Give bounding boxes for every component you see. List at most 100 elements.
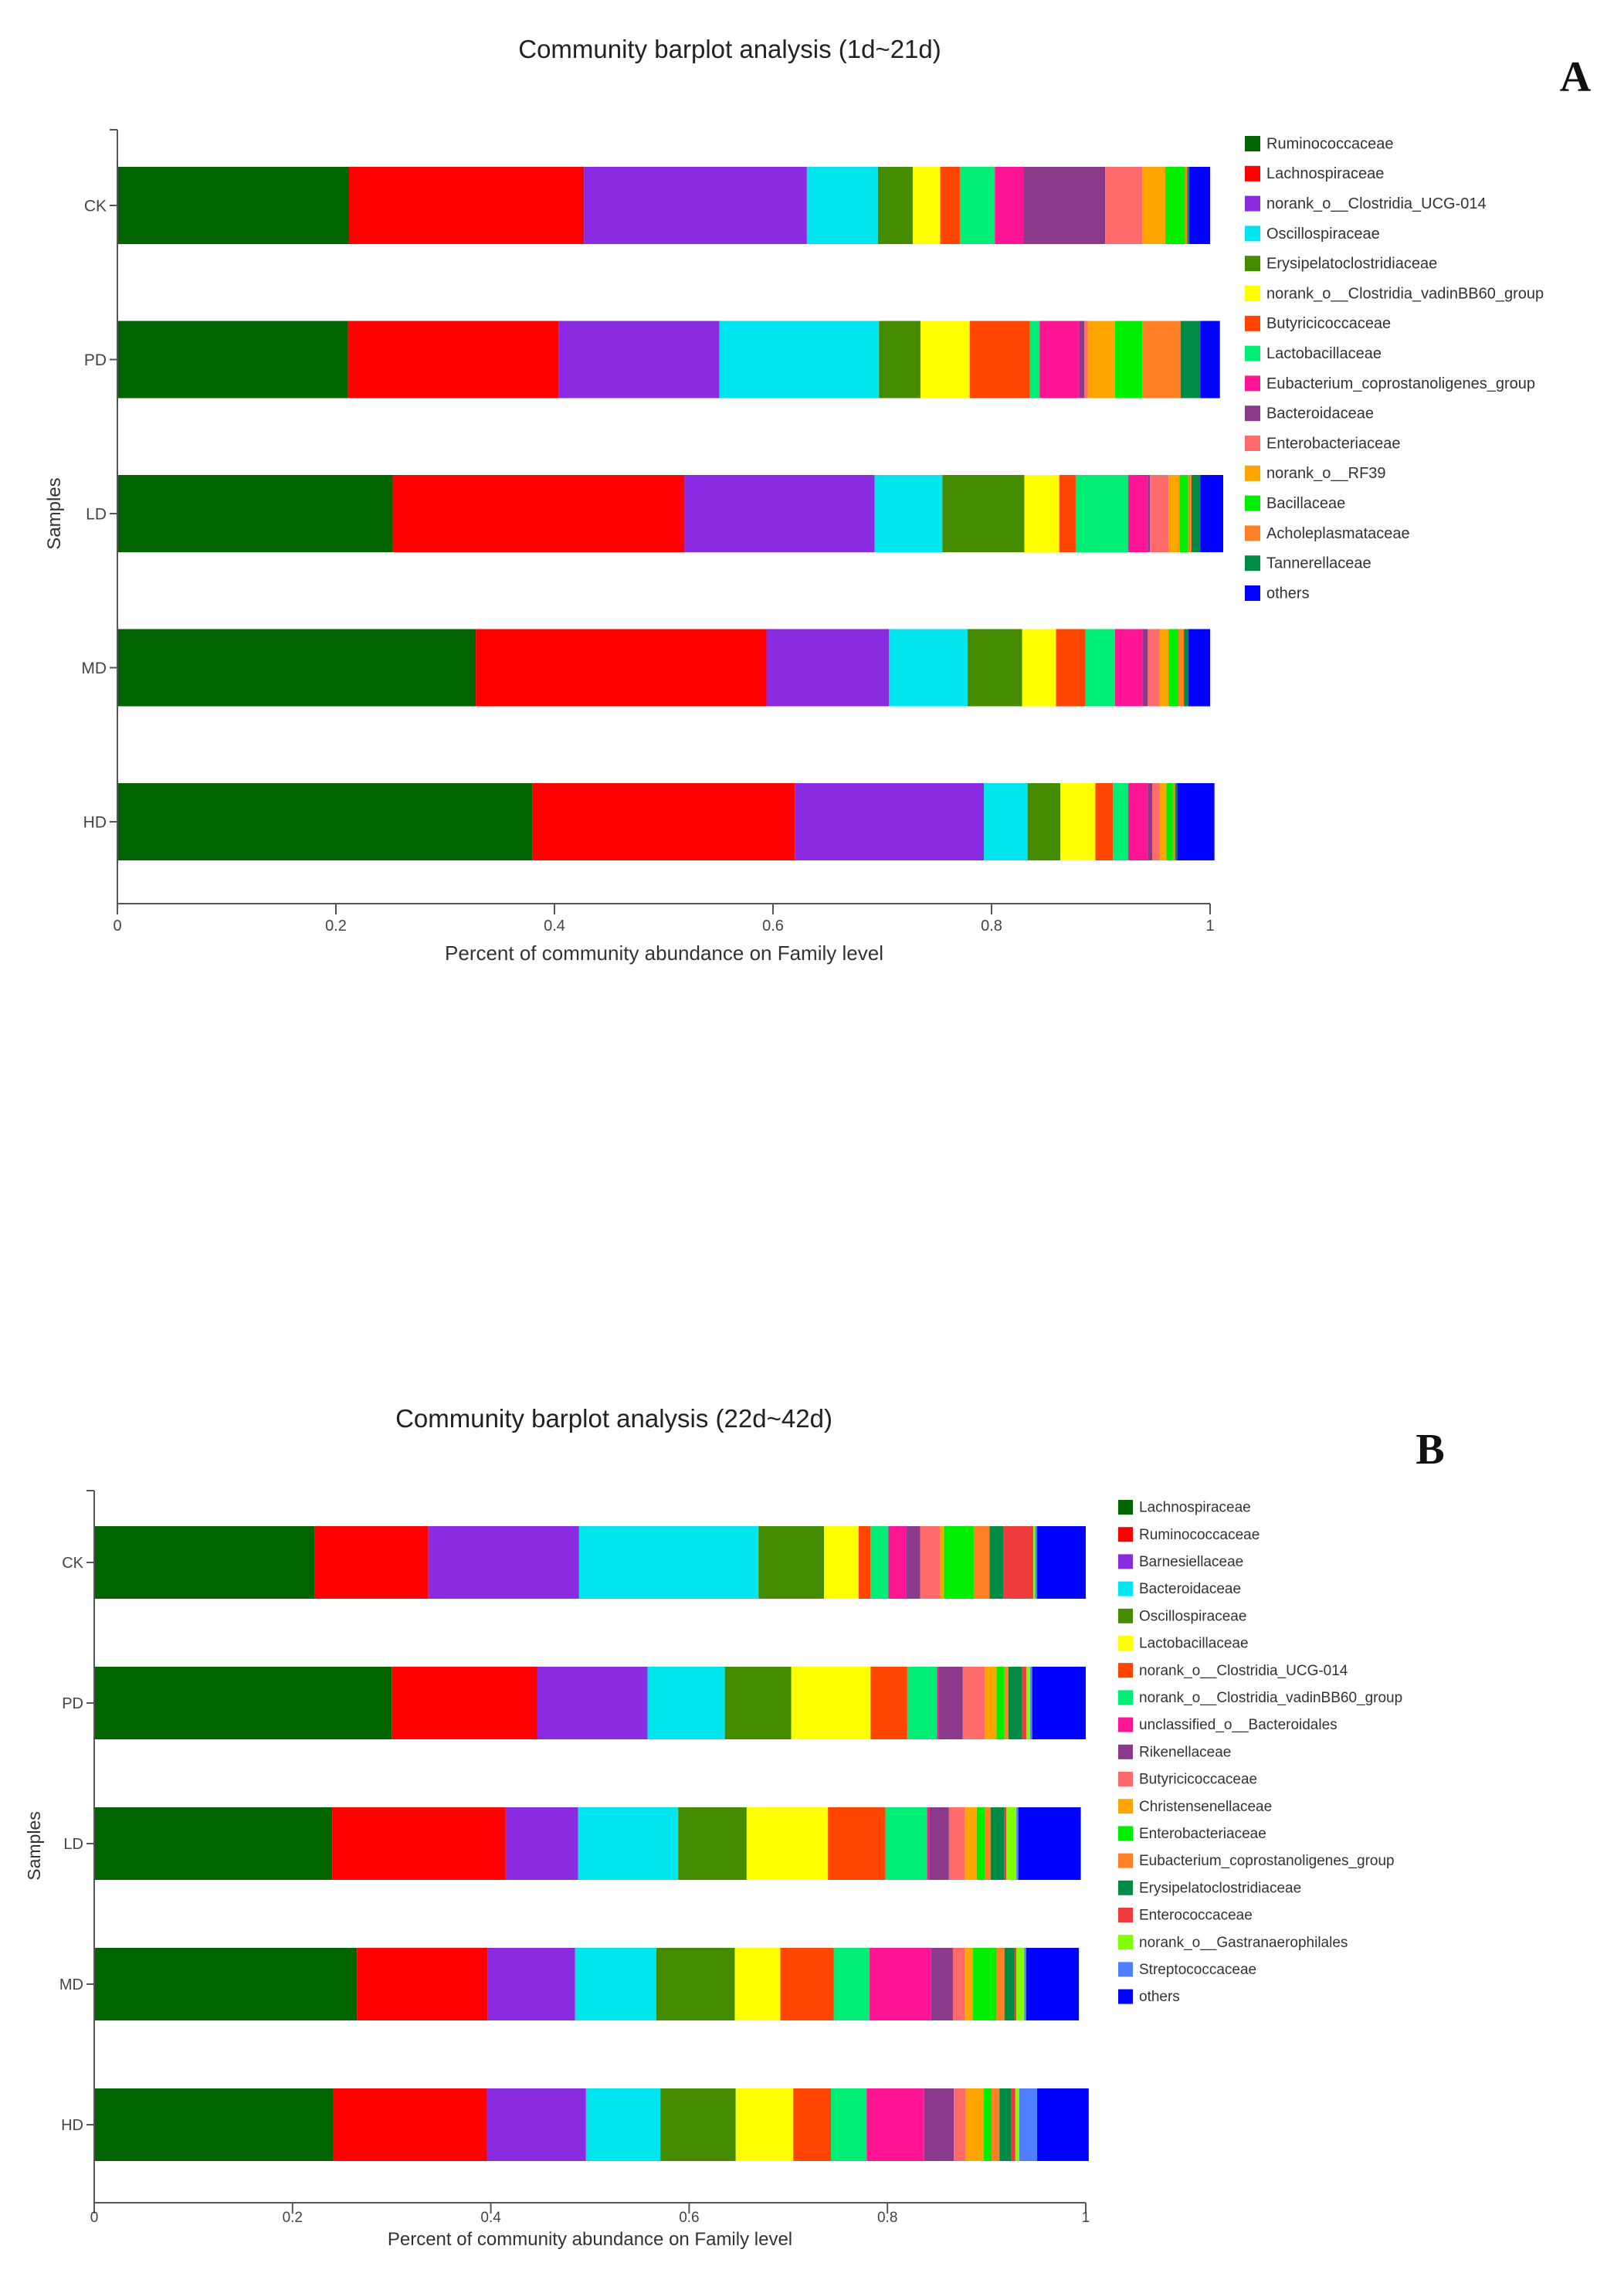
bar-segment-pd-12: [996, 1667, 1005, 1739]
bar-segment-ck-10: [1105, 167, 1143, 244]
bar-segment-ld-12: [1179, 475, 1188, 552]
bar-segment-ld-12: [976, 1807, 985, 1880]
panel-a: Community barplot analysis (1d~21d) A CK PD…: [44, 35, 1592, 965]
x-tick-label: 0: [113, 918, 121, 935]
bar-segment-pd-2: [558, 321, 720, 399]
bar-segment-hd-15: [1177, 783, 1215, 860]
legend-swatch: [1118, 1989, 1133, 2004]
bar-segment-md-3: [888, 629, 968, 707]
bar-segment-md-7: [1085, 629, 1115, 707]
bar-segment-md-10: [952, 1948, 965, 2020]
bar-segment-md-4: [967, 629, 1022, 707]
bar-segment-pd-9: [1079, 321, 1085, 399]
legend-label: Lachnospiraceae: [1139, 1500, 1251, 1516]
bar-segment-pd-11: [1087, 321, 1115, 399]
bar-segment-pd-2: [537, 1667, 648, 1739]
bar-segment-md-12: [972, 1948, 997, 2020]
x-tick-label: 0.6: [679, 2210, 699, 2226]
bar-segment-md-14: [1004, 1948, 1015, 2020]
legend-label: Enterobacteriaceae: [1266, 435, 1400, 452]
bar-segment-ld-4: [942, 475, 1025, 552]
bar-segment-hd-3: [585, 2088, 661, 2161]
bar-segment-ck-7: [959, 167, 995, 244]
bar-segment-hd-10: [954, 2088, 966, 2161]
x-tick-label: 0.2: [283, 2210, 303, 2226]
y-tick-label: CK: [84, 198, 107, 215]
bar-segment-md-14: [1184, 629, 1188, 707]
bar-segment-ck-0: [117, 167, 349, 244]
y-tick-label: CK: [62, 1555, 83, 1572]
bar-segment-pd-16: [1026, 1667, 1031, 1739]
bar-segment-pd-18: [1032, 1667, 1086, 1739]
x-tick-label: 0.4: [480, 2210, 501, 2226]
bar-segment-hd-5: [735, 2088, 794, 2161]
bar-segment-ld-14: [990, 1807, 1005, 1880]
legend-label: Oscillospiraceae: [1139, 1608, 1246, 1624]
bar-segment-ld-17: [1016, 1807, 1019, 1880]
legend-label: norank_o__Clostridia_vadinBB60_group: [1266, 285, 1544, 302]
bar-segment-ld-5: [746, 1807, 829, 1880]
panel-b: Community barplot analysis (22d~42d) B CK P…: [24, 1404, 1445, 2250]
bar-segment-md-5: [734, 1948, 781, 2020]
legend-label: norank_o__Clostridia_UCG-014: [1139, 1663, 1348, 1679]
bar-segment-ck-0: [94, 1526, 315, 1599]
chart-title: Community barplot analysis (1d~21d): [518, 35, 941, 63]
bar-segment-md-13: [996, 1948, 1005, 2020]
bar-segment-md-16: [1016, 1948, 1025, 2020]
bar-segment-ck-5: [913, 167, 941, 244]
bar-segment-hd-8: [1127, 783, 1148, 860]
x-tick-label: 0.4: [544, 918, 565, 935]
bar-segment-hd-9: [1148, 783, 1153, 860]
y-tick-label: HD: [61, 2117, 83, 2134]
bar-segment-ld-16: [1006, 1807, 1017, 1880]
legend-swatch: [1245, 256, 1260, 272]
bar-segment-md-17: [1024, 1948, 1026, 2020]
legend-label: Rikenellaceae: [1139, 1744, 1231, 1760]
bar-segment-ld-15: [1200, 475, 1223, 552]
bar-segment-hd-1: [333, 2088, 487, 2161]
bar-segment-pd-0: [117, 321, 348, 399]
y-tick-label: MD: [81, 660, 107, 677]
bar-segment-ck-14: [989, 1526, 1004, 1599]
legend-swatch: [1245, 585, 1260, 601]
y-axis-label: Samples: [44, 477, 65, 549]
x-tick-label: 1: [1205, 918, 1214, 935]
legend-swatch: [1118, 1527, 1133, 1542]
bar-segment-md-10: [1148, 629, 1160, 707]
legend-label: Oscillospiraceae: [1266, 226, 1380, 243]
bar-segment-hd-6: [793, 2088, 832, 2161]
bar-segment-ck-16: [1032, 1526, 1036, 1599]
bar-segment-md-1: [476, 629, 767, 707]
legend-label: Acholeplasmataceae: [1266, 525, 1410, 542]
bar-segment-ck-12: [944, 1526, 974, 1599]
bar-segment-hd-12: [1166, 783, 1173, 860]
bar-segment-md-9: [931, 1948, 953, 2020]
bar-segment-pd-0: [94, 1667, 392, 1739]
bar-segment-ld-7: [885, 1807, 927, 1880]
bar-segment-ld-14: [1191, 475, 1201, 552]
bar-segment-md-9: [1142, 629, 1148, 707]
legend-label: norank_o__Gastranaerophilales: [1139, 1935, 1348, 1951]
bar-segment-ld-4: [678, 1807, 747, 1880]
bar-segment-pd-13: [1142, 321, 1181, 399]
legend-swatch: [1245, 315, 1260, 331]
bar-segment-ck-6: [858, 1526, 871, 1599]
bar-segment-hd-10: [1152, 783, 1160, 860]
legend-swatch: [1245, 345, 1260, 361]
bar-segment-hd-2: [795, 783, 985, 860]
bar-segment-pd-3: [647, 1667, 725, 1739]
bar-segment-ck-17: [1035, 1526, 1038, 1599]
x-tick-label: 0: [90, 2210, 99, 2226]
legend-label: Christensenellaceae: [1139, 1799, 1272, 1815]
legend-label: Bacillaceae: [1266, 495, 1345, 512]
bar-segment-ld-5: [1024, 475, 1059, 552]
bar-segment-md-0: [94, 1948, 358, 2020]
bar-segment-pd-10: [1084, 321, 1088, 399]
bar-segment-md-18: [1026, 1948, 1080, 2020]
legend-swatch: [1118, 1772, 1133, 1786]
bar-segment-pd-5: [791, 1667, 871, 1739]
bar-segment-hd-15: [1011, 2088, 1015, 2161]
bar-segment-pd-7: [1029, 321, 1040, 399]
bar-segment-md-6: [780, 1948, 834, 2020]
x-tick-label: 0.2: [325, 918, 347, 935]
